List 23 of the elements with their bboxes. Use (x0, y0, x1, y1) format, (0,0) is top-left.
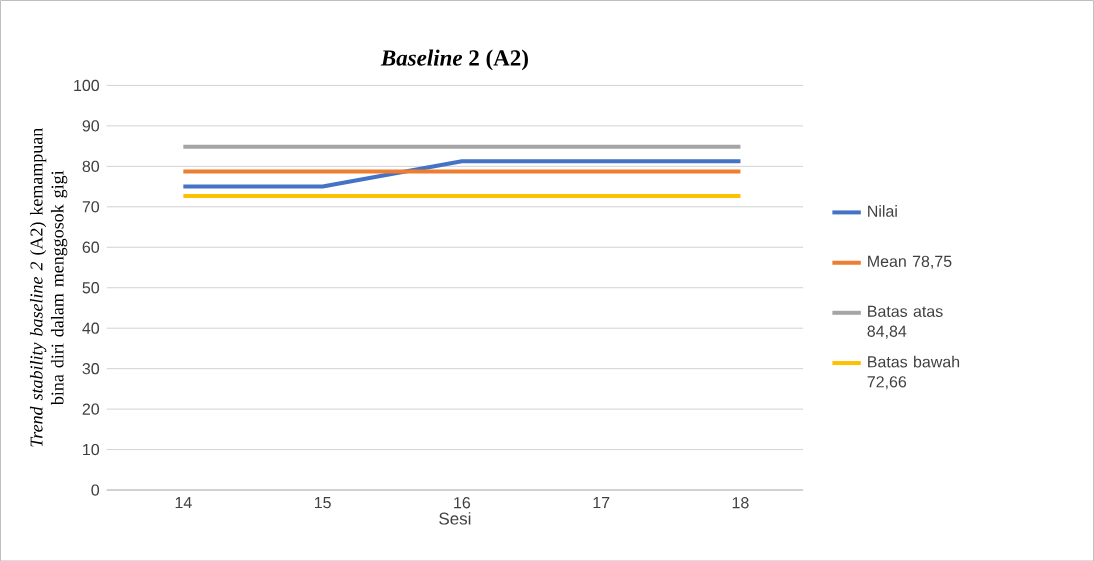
chart-title: Baseline 2 (A2) (380, 49, 528, 71)
x-tick-label: 18 (732, 496, 749, 509)
y-tick-label: 100 (74, 79, 100, 91)
x-axis-title: Sesi (439, 511, 471, 525)
legend-label: Mean 78,75 (868, 255, 952, 269)
legend-label: Nilai (868, 204, 897, 217)
x-tick-label: 14 (175, 496, 192, 508)
y-tick-label: 80 (82, 160, 100, 172)
y-tick-label: 50 (82, 281, 100, 294)
legend-label: Batas atas 84,84 (867, 305, 943, 339)
x-tick-label: 16 (454, 496, 471, 509)
y-axis-title: Trend stability baseline 2 (A2) kemampuan bina diri dalam menggosok gigi (29, 127, 68, 447)
y-tick-label: 0 (91, 484, 100, 496)
y-tick-label: 30 (82, 362, 100, 375)
y-tick-label: 60 (82, 241, 100, 253)
legend-label: Batas bawah 72,66 (867, 355, 960, 390)
x-tick-label: 15 (314, 496, 331, 509)
y-tick-label: 40 (82, 322, 100, 334)
y-tick-label: 10 (83, 443, 100, 456)
x-tick-label: 17 (593, 496, 610, 508)
y-tick-label: 90 (82, 119, 100, 132)
y-tick-label: 20 (82, 403, 100, 415)
y-tick-label: 70 (82, 200, 100, 213)
